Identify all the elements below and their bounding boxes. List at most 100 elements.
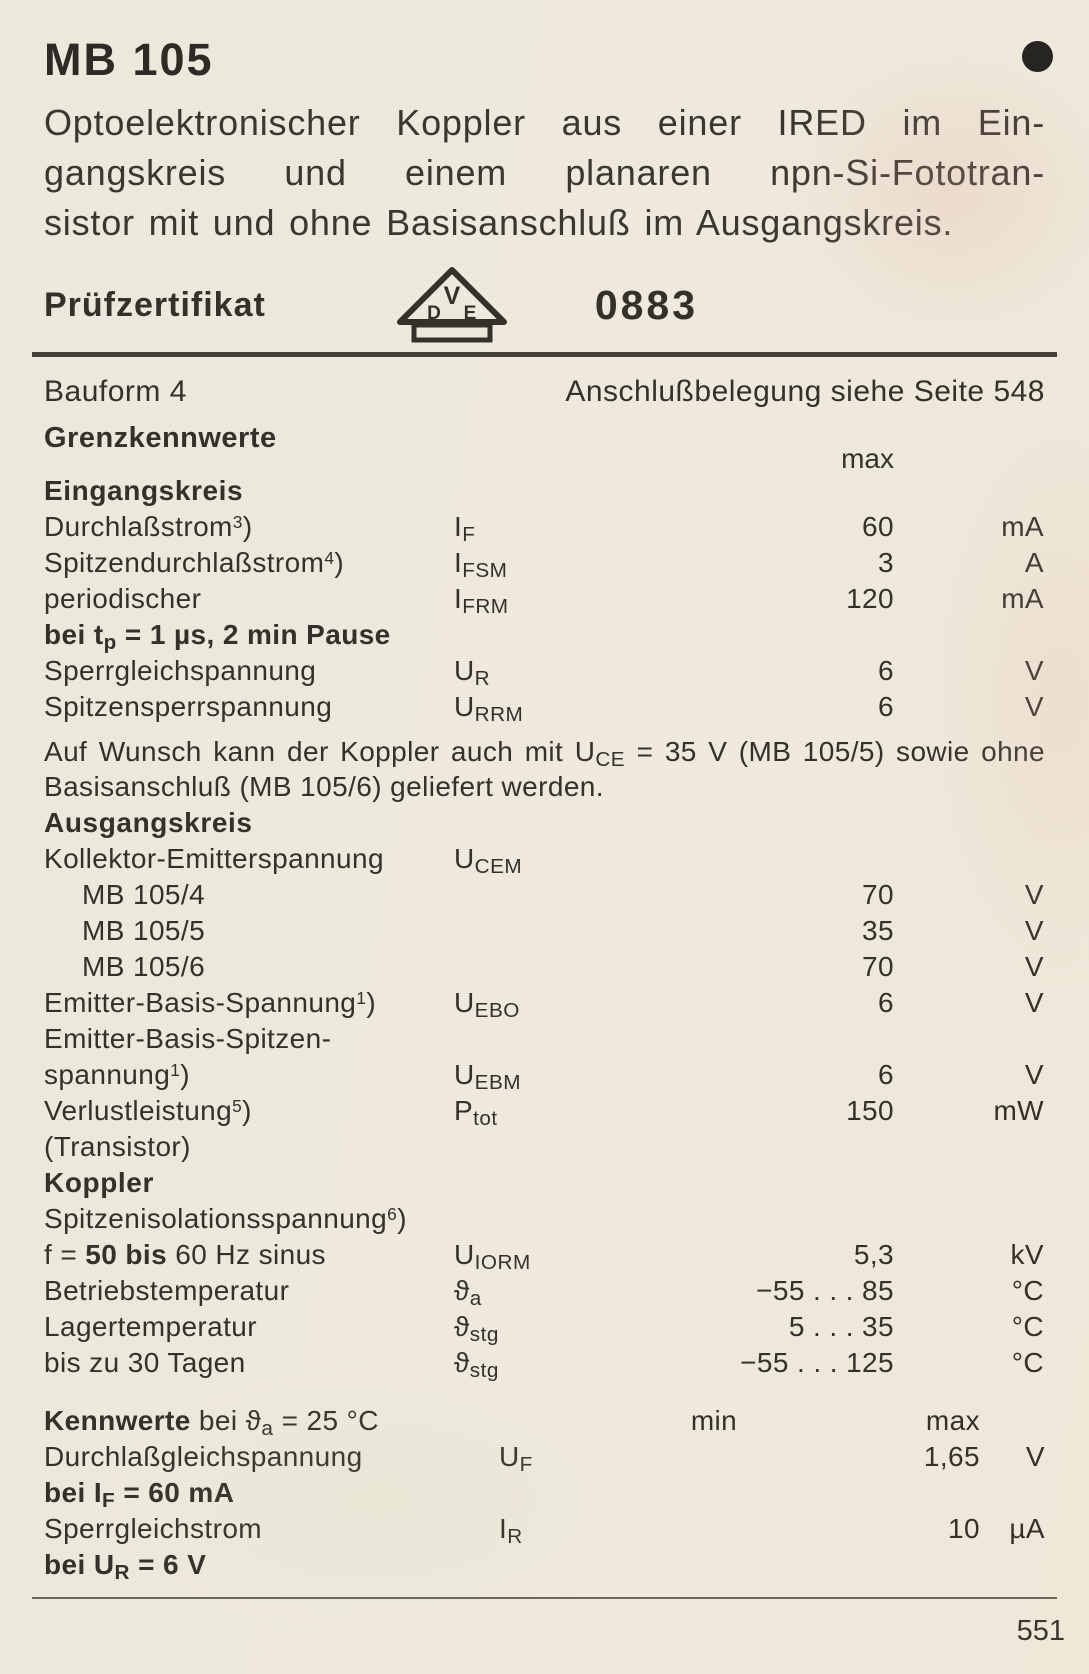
- row-unit: °C: [1011, 1347, 1044, 1378]
- row-unit: A: [1024, 547, 1044, 578]
- row-symbol: UEBO: [454, 987, 520, 1022]
- kennwerte-min-column-header: min: [690, 1405, 738, 1436]
- row-label: Sperrgleichstrom: [44, 1513, 263, 1544]
- row-value: 60: [862, 511, 894, 542]
- row-symbol: UCEM: [454, 843, 523, 878]
- page-title: MB 105: [44, 34, 214, 85]
- row-unit: V: [1024, 915, 1044, 946]
- row-value: 35: [862, 915, 894, 946]
- table-row: Sperrgleichstrom IR 10 µA: [44, 1511, 1045, 1547]
- row-continuation: bei tp = 1 µs, 2 min Pause: [44, 619, 391, 654]
- row-unit: V: [1024, 691, 1044, 722]
- row-symbol: IF: [454, 511, 476, 546]
- row-max-value: 10: [948, 1513, 980, 1544]
- row-value: 6: [878, 987, 894, 1018]
- row-unit: [894, 841, 1044, 877]
- meta-row: Bauform 4 Anschlußbelegung siehe Seite 5…: [44, 375, 1045, 409]
- divider-rule-bottom: [32, 1597, 1057, 1599]
- kennwerte-header: Kennwerte bei ϑa = 25 °C min max: [44, 1403, 1045, 1439]
- row-value: 5 . . . 35: [788, 1311, 894, 1342]
- row-label: Spitzendurchlaßstrom4): [44, 547, 345, 578]
- row-unit: µA: [1009, 1513, 1045, 1544]
- row-label: Sperrgleichspannung: [44, 655, 317, 686]
- row-symbol: IFRM: [454, 583, 509, 618]
- row-unit: °C: [1011, 1275, 1044, 1306]
- row-value: −55 . . . 85: [756, 1275, 894, 1306]
- row-symbol: UIORM: [454, 1239, 531, 1274]
- section-heading: Koppler: [44, 1167, 154, 1198]
- limits-title: Grenzkennwerte: [44, 422, 277, 454]
- row-label: periodischer: [44, 583, 202, 614]
- row-symbol: UR: [454, 655, 491, 690]
- vde-letter-e: E: [463, 303, 476, 324]
- limits-max-column-header: max: [841, 443, 894, 474]
- row-label: f = 50 bis 60 Hz sinus: [44, 1239, 326, 1270]
- table-row: Emitter-Basis-Spannung1) UEBO 6 V: [44, 985, 1045, 1021]
- table-row: bis zu 30 Tagen ϑstg −55 . . . 125 °C: [44, 1345, 1045, 1381]
- row-value: 6: [878, 1059, 894, 1090]
- row-symbol: [454, 877, 684, 913]
- vde-letter-d: D: [427, 303, 441, 324]
- table-row: Durchlaßstrom3) IF 60 mA: [44, 509, 1045, 545]
- table-row: Spitzensperrspannung URRM 6 V: [44, 689, 1045, 725]
- row-unit: V: [1025, 1441, 1045, 1472]
- row-label: Lagertemperatur: [44, 1311, 258, 1342]
- row-label: Durchlaßgleichspannung: [44, 1441, 363, 1472]
- table-row: f = 50 bis 60 Hz sinus UIORM 5,3 kV: [44, 1237, 1045, 1273]
- section-heading: Eingangskreis: [44, 475, 244, 506]
- row-label: MB 105/4: [82, 879, 206, 910]
- row-unit: kV: [1010, 1239, 1044, 1270]
- table-row: Betriebstemperatur ϑa −55 . . . 85 °C: [44, 1273, 1045, 1309]
- row-label: spannung1): [44, 1059, 191, 1090]
- row-label: Emitter-Basis-Spannung1): [44, 987, 377, 1018]
- row-value: 5,3: [853, 1239, 894, 1270]
- description-line: sistor mit und ohne Basisanschluß im Aus…: [44, 202, 954, 243]
- bauform-label: Bauform 4: [44, 375, 187, 408]
- row-symbol: [454, 913, 684, 949]
- certificate-number: 0883: [594, 281, 699, 328]
- row-value: 6: [878, 655, 894, 686]
- row-unit: V: [1024, 951, 1044, 982]
- note-line: Basisanschluß (MB 105/6) geliefert werde…: [44, 771, 604, 802]
- row-unit: °C: [1011, 1311, 1044, 1342]
- row-symbol: IR: [499, 1513, 523, 1548]
- row-value: 150: [846, 1095, 894, 1126]
- row-value: 70: [862, 951, 894, 982]
- row-symbol: IFSM: [454, 547, 508, 582]
- description-line: Optoelektronischer Koppler aus einer IRE…: [44, 102, 1045, 143]
- row-label: Betriebstemperatur: [44, 1275, 290, 1306]
- row-value: 120: [846, 583, 894, 614]
- row-unit: V: [1024, 1059, 1044, 1090]
- vde-letter-v: V: [443, 282, 460, 310]
- table-row: Durchlaßgleichspannung UF 1,65 V: [44, 1439, 1045, 1475]
- row-max-value: 1,65: [923, 1441, 980, 1472]
- vde-triangle-icon: V D E: [396, 267, 507, 343]
- row-continuation: (Transistor): [44, 1131, 191, 1162]
- table-row: Lagertemperatur ϑstg 5 . . . 35 °C: [44, 1309, 1045, 1345]
- table-row: MB 105/5 35 V: [44, 913, 1045, 949]
- row-label: Durchlaßstrom3): [44, 511, 253, 542]
- row-value: 70: [862, 879, 894, 910]
- note-paragraph: Auf Wunsch kann der Koppler auch mit UCE…: [44, 734, 1045, 804]
- row-value: 6: [878, 691, 894, 722]
- row-continuation: bei UR = 6 V: [44, 1549, 207, 1584]
- section-heading: Ausgangskreis: [44, 807, 253, 838]
- kennwerte-title: Kennwerte bei ϑa = 25 °C: [44, 1405, 379, 1440]
- row-unit: mW: [993, 1095, 1044, 1126]
- table-row: Kollektor-Emitterspannung UCEM: [44, 841, 1045, 877]
- row-label: Spitzensperrspannung: [44, 691, 333, 722]
- kennwerte-max-column-header: max: [925, 1405, 980, 1436]
- row-value: 3: [878, 547, 894, 578]
- product-description: Optoelektronischer Koppler aus einer IRE…: [44, 98, 1045, 248]
- table-row: Verlustleistung5) Ptot 150 mW: [44, 1093, 1045, 1129]
- row-min-value: [664, 1511, 764, 1547]
- corner-marker-dot-icon: [1022, 41, 1053, 72]
- row-unit: V: [1024, 879, 1044, 910]
- row-symbol: [454, 949, 684, 985]
- table-row: spannung1) UEBM 6 V: [44, 1057, 1045, 1093]
- row-symbol: Ptot: [454, 1095, 498, 1130]
- table-row: Spitzendurchlaßstrom4) IFSM 3 A: [44, 545, 1045, 581]
- row-label: MB 105/6: [82, 951, 206, 982]
